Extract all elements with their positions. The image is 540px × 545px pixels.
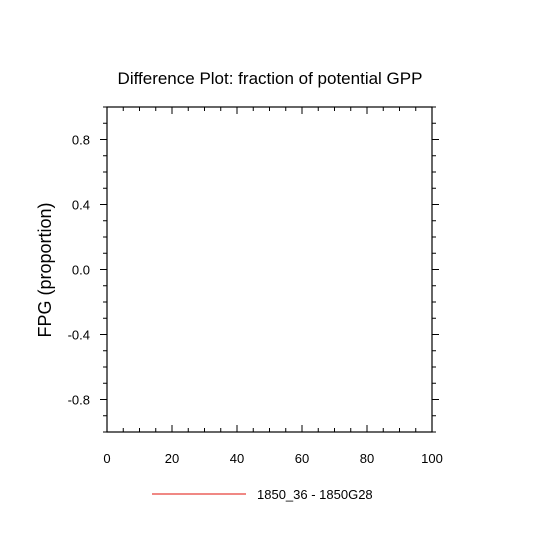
chart-title: Difference Plot: fraction of potential G… — [118, 69, 423, 88]
y-tick-label: -0.8 — [68, 393, 90, 408]
x-tick-label: 60 — [295, 451, 309, 466]
y-axis-title: FPG (proportion) — [35, 202, 55, 337]
tick-labels: 0 20 40 60 80 100 -0.8 -0.4 0.0 0.4 0.8 — [68, 133, 443, 467]
x-tick-label: 20 — [165, 451, 179, 466]
y-tick-label: -0.4 — [68, 328, 90, 343]
x-tick-label: 100 — [421, 451, 443, 466]
x-tick-label: 0 — [103, 451, 110, 466]
y-tick-label: 0.8 — [72, 133, 90, 148]
x-tick-label: 80 — [360, 451, 374, 466]
plot-area-frame — [106, 106, 433, 433]
axis-ticks — [100, 106, 439, 433]
legend: 1850_36 - 1850G28 — [152, 487, 373, 502]
x-tick-label: 40 — [230, 451, 244, 466]
y-tick-label: 0.4 — [72, 198, 90, 213]
legend-label: 1850_36 - 1850G28 — [257, 487, 373, 502]
y-tick-label: 0.0 — [72, 263, 90, 278]
